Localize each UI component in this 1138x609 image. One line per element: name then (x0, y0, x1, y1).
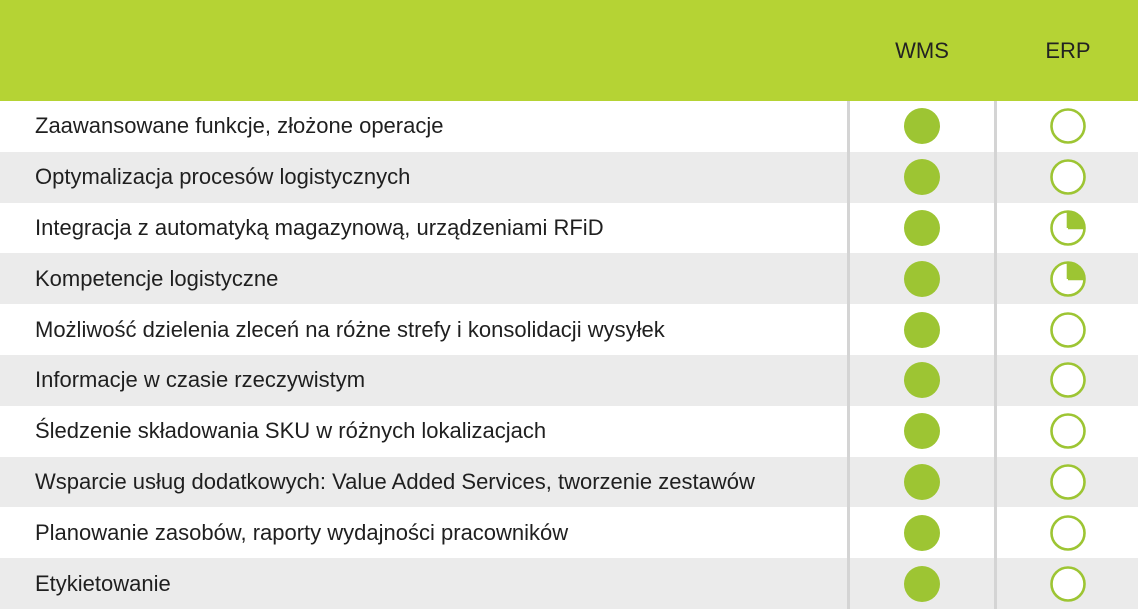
table-row: Możliwość dzielenia zleceń na różne stre… (0, 304, 1138, 355)
erp-empty-circle-icon (1049, 463, 1087, 501)
feature-label: Kompetencje logistyczne (35, 265, 279, 291)
wms-full-circle-icon (903, 463, 941, 501)
wms-full-circle-icon (903, 107, 941, 145)
feature-label: Planowanie zasobów, raporty wydajności p… (35, 519, 569, 545)
wms-full-circle-icon (903, 412, 941, 450)
erp-empty-circle-icon (1049, 565, 1087, 603)
table-row: Integracja z automatyką magazynową, urzą… (0, 202, 1138, 254)
table-row: Etykietowanie (0, 558, 1138, 609)
erp-quarter-circle-icon (1049, 260, 1087, 298)
erp-empty-circle-icon (1049, 158, 1087, 196)
feature-label: Integracja z automatyką magazynową, urzą… (35, 214, 604, 240)
table-body: Zaawansowane funkcje, złożone operacje Op… (0, 101, 1138, 609)
erp-empty-circle-icon (1049, 311, 1087, 349)
wms-full-circle-icon (903, 565, 941, 603)
wms-full-circle-icon (903, 311, 941, 349)
column-header-erp: ERP (1045, 38, 1091, 63)
feature-label: Zaawansowane funkcje, złożone operacje (35, 113, 444, 139)
feature-label: Informacje w czasie rzeczywistym (35, 367, 366, 393)
feature-label: Etykietowanie (35, 570, 171, 596)
table-row: Śledzenie składowania SKU w różnych loka… (0, 405, 1138, 457)
column-divider-erp (994, 101, 997, 609)
erp-empty-circle-icon (1049, 514, 1087, 552)
erp-empty-circle-icon (1049, 412, 1087, 450)
wms-full-circle-icon (903, 260, 941, 298)
erp-empty-circle-icon (1049, 107, 1087, 145)
feature-label: Śledzenie składowania SKU w różnych loka… (35, 418, 547, 444)
erp-empty-circle-icon (1049, 361, 1087, 399)
feature-label: Możliwość dzielenia zleceń na różne stre… (35, 316, 665, 342)
feature-label: Optymalizacja procesów logistycznych (35, 164, 411, 190)
table-row: Optymalizacja procesów logistycznych (0, 151, 1138, 203)
table-row: Informacje w czasie rzeczywistym (0, 355, 1138, 406)
wms-full-circle-icon (903, 514, 941, 552)
feature-label: Wsparcie usług dodatkowych: Value Added … (35, 468, 755, 494)
erp-quarter-circle-icon (1049, 209, 1087, 247)
table-header: WMS ERP (0, 0, 1138, 101)
table-row: Planowanie zasobów, raporty wydajności p… (0, 507, 1138, 559)
wms-full-circle-icon (903, 158, 941, 196)
table-row: Zaawansowane funkcje, złożone operacje (0, 101, 1138, 152)
table-row: Wsparcie usług dodatkowych: Value Added … (0, 456, 1138, 508)
table-row: Kompetencje logistyczne (0, 253, 1138, 305)
column-header-wms: WMS (895, 38, 949, 63)
wms-full-circle-icon (903, 361, 941, 399)
wms-full-circle-icon (903, 209, 941, 247)
column-divider-wms (847, 101, 850, 609)
